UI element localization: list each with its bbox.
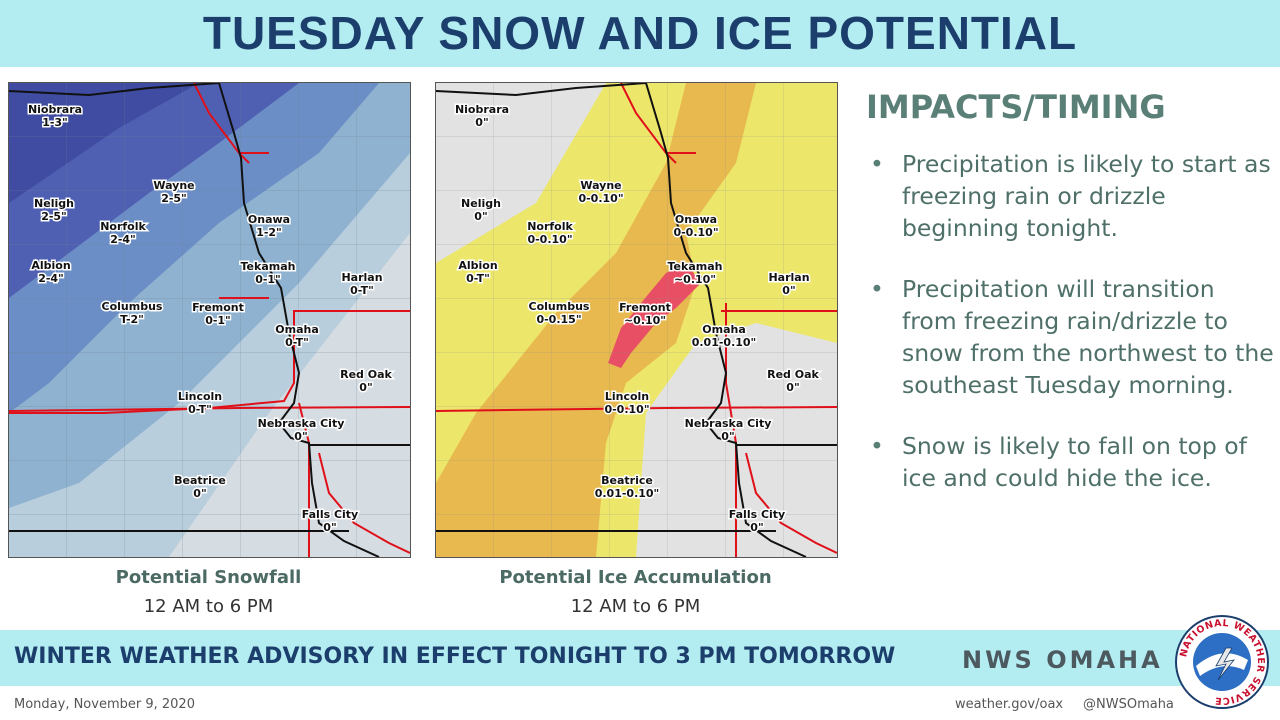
snow-map: Niobrara1-3"Neligh2-5"Wayne2-5"Norfolk2-… [8,82,411,558]
city-value: 0" [193,487,206,500]
subcaption: 12 AM to 6 PM [143,596,274,617]
city-name: Niobrara [455,103,509,116]
subcaption: 12 AM to 6 PM [570,596,701,617]
city-name: Harlan [768,271,809,284]
title: TUESDAY SNOW AND ICE POTENTIAL [202,7,1078,59]
city-value: 2-5" [41,210,67,223]
city-name: Nebraska City [685,417,772,430]
city-value: 0-T" [285,336,309,349]
city-name: Fremont [619,301,671,314]
city-value: ~0.10" [624,314,666,327]
city-name: Onawa [248,213,290,226]
city-value: 2-4" [110,233,136,246]
city-value: 1-3" [42,116,68,129]
city-value: 0" [750,521,763,534]
snow-city-labels: Niobrara1-3"Neligh2-5"Wayne2-5"Norfolk2-… [26,102,394,536]
city-name: Wayne [580,179,621,192]
city-value: 0" [782,284,795,297]
ice-caption: Potential Ice Accumulation 12 AM to 6 PM [435,563,836,621]
city-value: 0-1" [205,314,231,327]
caption: Potential Snowfall [115,567,302,588]
city-name: Tekamah [241,260,296,273]
city-name: Nebraska City [258,417,345,430]
city-value: 0-T" [466,272,490,285]
bullet: Snow is likely to fall on top of ice and… [870,430,1276,494]
bullet: Precipitation will transition from freez… [870,273,1276,401]
website: weather.gov/oax [955,697,1064,712]
city-name: Red Oak [767,368,819,381]
ice-map: Niobrara0"Neligh0"Wayne0-0.10"Norfolk0-0… [435,82,838,558]
banner: WINTER WEATHER ADVISORY IN EFFECT TONIGH… [0,630,1280,686]
city-name: Neligh [461,197,501,210]
city-name: Columbus [529,300,590,313]
city-value: 0.01-0.10" [692,336,757,349]
city-value: 0-T" [350,284,374,297]
city-name: Neligh [34,197,74,210]
impacts-title: IMPACTS/TIMING [866,88,1166,126]
city-name: Harlan [341,271,382,284]
city-value: 0" [721,430,734,443]
city-value: 2-4" [38,272,64,285]
city-name: Beatrice [174,474,226,487]
city-name: Wayne [153,179,194,192]
city-name: Norfolk [100,220,146,233]
city-name: Falls City [302,508,358,521]
city-name: Omaha [275,323,319,336]
city-value: 0.01-0.10" [595,487,660,500]
city-name: Norfolk [527,220,573,233]
nws-logo: NATIONAL WEATHER SERVICE [1175,615,1269,709]
city-value: 0" [474,210,487,223]
snow-caption: Potential Snowfall 12 AM to 6 PM [8,563,409,621]
date: Monday, November 9, 2020 [14,697,195,712]
impacts: IMPACTS/TIMING Precipitation is likely t… [866,88,1276,523]
city-value: 0-T" [188,403,212,416]
city-name: Falls City [729,508,785,521]
bullet: Precipitation is likely to start as free… [870,148,1276,244]
advisory-text: WINTER WEATHER ADVISORY IN EFFECT TONIGH… [14,644,896,669]
city-value: 0" [786,381,799,394]
city-value: 0" [323,521,336,534]
office-name: NWS OMAHA [962,646,1163,674]
city-value: 0-1" [255,273,281,286]
city-name: Red Oak [340,368,392,381]
city-name: Tekamah [668,260,723,273]
twitter: @NWSOmaha [1083,697,1174,712]
city-name: Omaha [702,323,746,336]
city-value: T-2" [120,313,144,326]
city-name: Onawa [675,213,717,226]
city-value: 0-0.10" [527,233,572,246]
city-name: Beatrice [601,474,653,487]
ice-city-labels: Niobrara0"Neligh0"Wayne0-0.10"Norfolk0-0… [453,102,821,536]
city-value: 0-0.15" [536,313,581,326]
city-value: 0-0.10" [604,403,649,416]
city-name: Lincoln [178,390,222,403]
city-name: Columbus [102,300,163,313]
city-value: 0" [359,381,372,394]
city-value: ~0.10" [674,273,716,286]
city-value: 2-5" [161,192,187,205]
city-name: Niobrara [28,103,82,116]
header: TUESDAY SNOW AND ICE POTENTIAL [0,0,1280,67]
caption: Potential Ice Accumulation [499,567,772,588]
city-value: 0-0.10" [578,192,623,205]
city-value: 0" [475,116,488,129]
bullet-list: Precipitation is likely to start as free… [866,148,1276,494]
city-value: 0" [294,430,307,443]
city-value: 1-2" [256,226,282,239]
city-value: 0-0.10" [673,226,718,239]
city-name: Fremont [192,301,244,314]
city-name: Albion [31,259,70,272]
city-name: Albion [458,259,497,272]
city-name: Lincoln [605,390,649,403]
